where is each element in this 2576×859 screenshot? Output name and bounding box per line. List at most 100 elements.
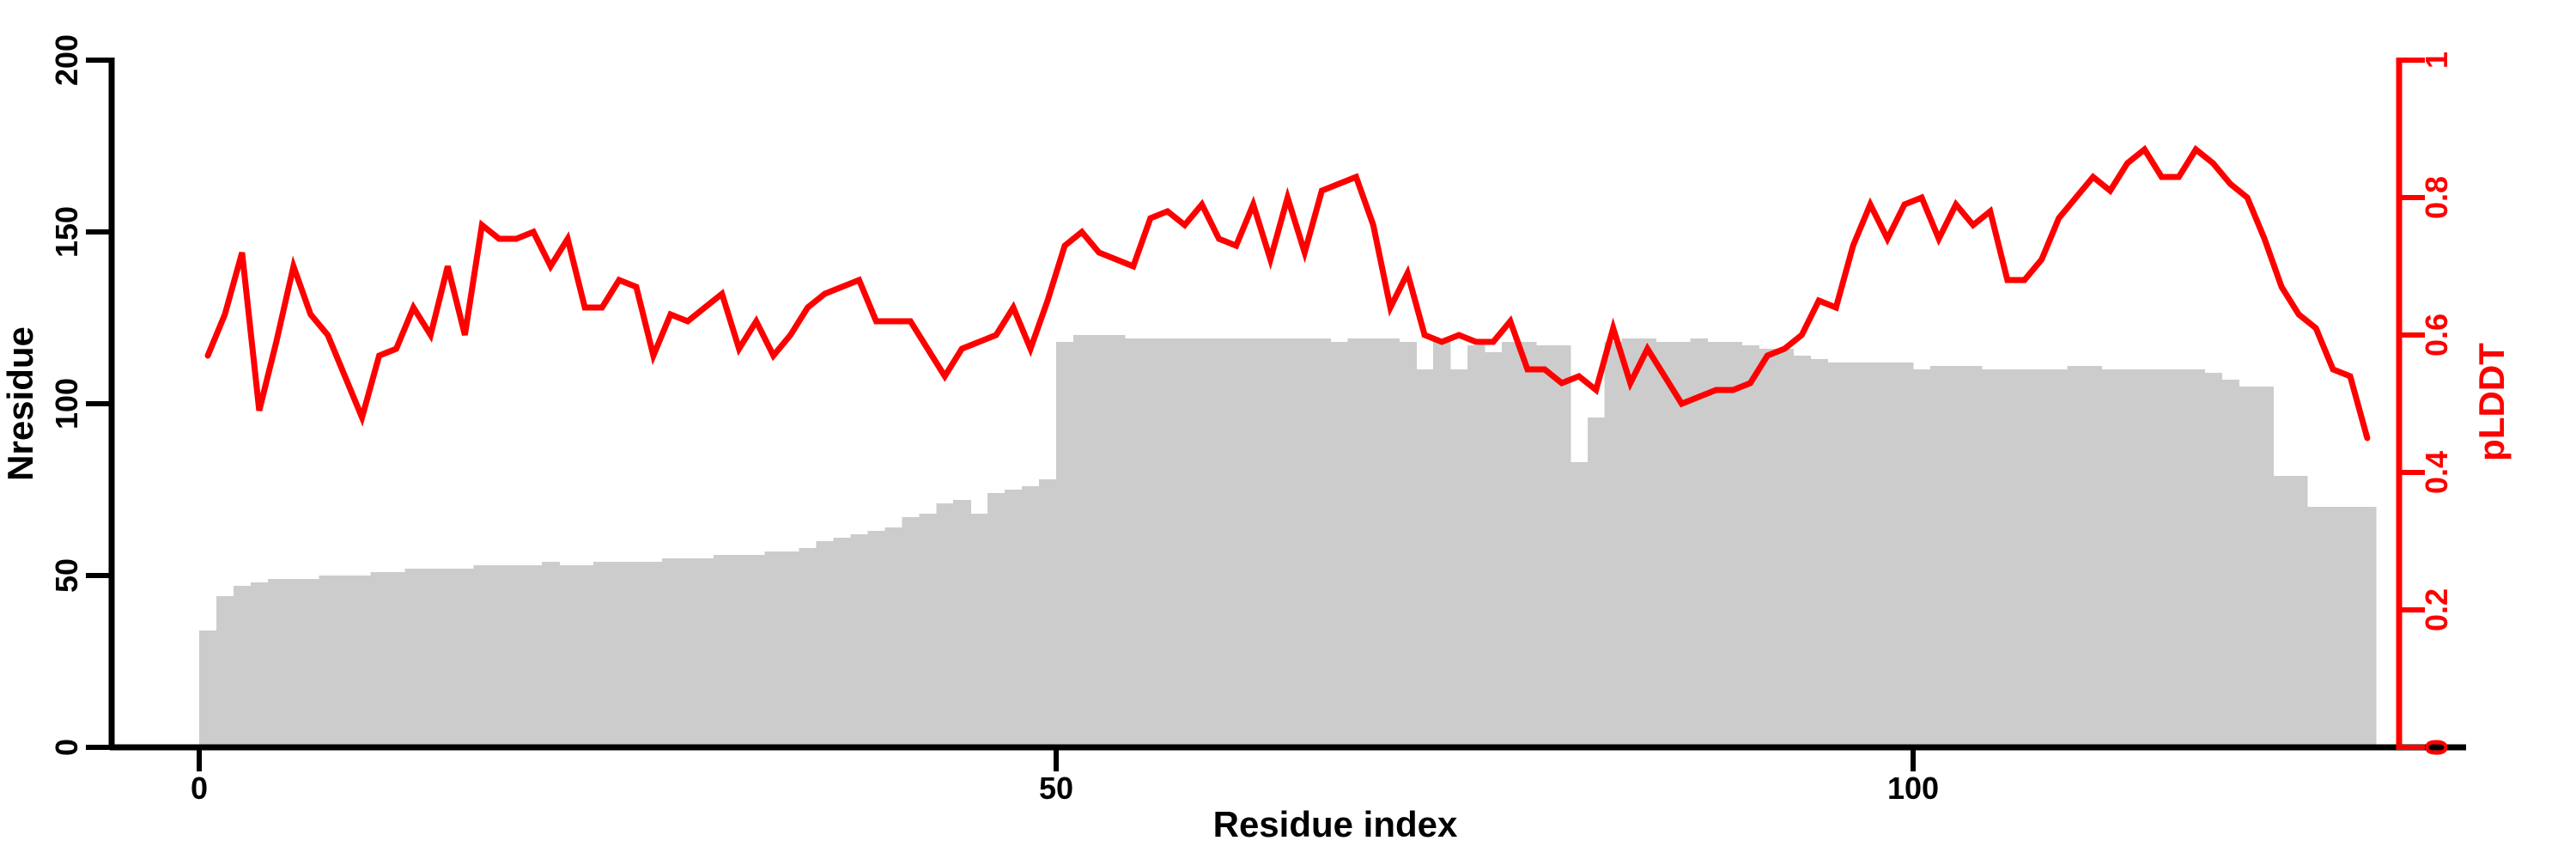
nresidue-bar bbox=[1467, 345, 1485, 747]
nresidue-bar bbox=[1485, 352, 1503, 747]
nresidue-bar bbox=[1244, 338, 1263, 747]
nresidue-bar bbox=[1330, 342, 1348, 747]
nresidue-bar bbox=[319, 576, 337, 747]
nresidue-bar bbox=[1913, 369, 1931, 747]
nresidue-bar bbox=[1638, 338, 1657, 747]
nresidue-bar bbox=[1947, 366, 1965, 747]
right-axis-tick-label: 0 bbox=[2419, 739, 2454, 756]
left-axis-tick-label: 200 bbox=[49, 34, 84, 86]
nresidue-bar bbox=[1210, 338, 1229, 747]
nresidue-bar bbox=[2239, 387, 2257, 747]
nresidue-bar bbox=[404, 569, 423, 747]
nresidue-bar bbox=[902, 517, 920, 747]
nresidue-bar bbox=[1929, 366, 1948, 747]
nresidue-bar bbox=[1056, 342, 1074, 747]
right-axis-tick-label: 0.6 bbox=[2419, 314, 2454, 356]
nresidue-bar bbox=[1313, 338, 1331, 747]
nresidue-bar bbox=[2136, 369, 2154, 747]
nresidue-bar bbox=[833, 538, 852, 747]
nresidue-bar bbox=[1981, 369, 2000, 747]
nresidue-bar bbox=[884, 527, 902, 747]
nresidue-bar bbox=[2032, 369, 2051, 747]
nresidue-bar bbox=[1279, 338, 1297, 747]
nresidue-bar bbox=[353, 576, 372, 747]
nresidue-bar bbox=[799, 548, 817, 747]
nresidue-bar bbox=[1552, 345, 1571, 747]
nresidue-bars-layer bbox=[199, 335, 2377, 747]
nresidue-bar bbox=[919, 514, 937, 747]
nresidue-bar bbox=[1998, 369, 2017, 747]
nresidue-bar bbox=[1776, 349, 1794, 747]
nresidue-bar bbox=[2101, 369, 2120, 747]
nresidue-bar bbox=[781, 551, 800, 747]
x-axis-tick-label: 100 bbox=[1887, 771, 1939, 806]
nresidue-bar bbox=[250, 582, 269, 747]
nresidue-bar bbox=[1090, 335, 1109, 747]
plddt-line bbox=[204, 144, 2371, 442]
nresidue-bar bbox=[336, 576, 355, 747]
nresidue-bar bbox=[199, 631, 217, 747]
nresidue-bar bbox=[1176, 338, 1194, 747]
nresidue-bar bbox=[1964, 366, 1983, 747]
nresidue-bar bbox=[696, 558, 714, 747]
nresidue-bar bbox=[1707, 342, 1726, 747]
nresidue-bar bbox=[1227, 338, 1246, 747]
nresidue-bar bbox=[1535, 345, 1554, 747]
nresidue-bar bbox=[1587, 417, 1606, 747]
left-axis: 0 50 100 150 200 bbox=[49, 34, 115, 756]
nresidue-bar bbox=[2342, 507, 2360, 747]
x-axis-tick-label: 50 bbox=[1039, 771, 1073, 806]
nresidue-bar bbox=[1896, 362, 1914, 747]
right-axis-title: pLDDT bbox=[2471, 343, 2512, 461]
nresidue-bar bbox=[611, 562, 629, 747]
nresidue-bar bbox=[1039, 479, 1057, 747]
nresidue-bar bbox=[2084, 366, 2103, 747]
nresidue-bar bbox=[2358, 507, 2377, 747]
nresidue-bar bbox=[764, 551, 783, 747]
nresidue-bar bbox=[1741, 345, 1759, 747]
nresidue-bar bbox=[628, 562, 646, 747]
nresidue-bar bbox=[2324, 507, 2342, 747]
nresidue-bar bbox=[2187, 369, 2205, 747]
nresidue-bar bbox=[2067, 366, 2086, 747]
nresidue-bar bbox=[1501, 342, 1520, 747]
right-axis-tick-label: 0.8 bbox=[2419, 176, 2454, 219]
x-axis-title: Residue index bbox=[1213, 804, 1458, 844]
nresidue-bar bbox=[267, 579, 286, 747]
nresidue-bar bbox=[2256, 387, 2274, 747]
nresidue-bar bbox=[456, 569, 474, 747]
nresidue-bar bbox=[439, 569, 457, 747]
x-axis-tick-label: 0 bbox=[191, 771, 208, 806]
nresidue-bar bbox=[1382, 338, 1400, 747]
x-axis: 0 50 100 bbox=[110, 744, 2466, 806]
nresidue-bar bbox=[387, 572, 406, 747]
nresidue-bar bbox=[2118, 369, 2137, 747]
nresidue-bar bbox=[2015, 369, 2034, 747]
nresidue-bar bbox=[1570, 462, 1589, 747]
nresidue-bar bbox=[1724, 342, 1742, 747]
nresidue-bar bbox=[1072, 335, 1091, 747]
nresidue-bar bbox=[1759, 349, 1777, 747]
nresidue-bar bbox=[867, 531, 885, 747]
nresidue-bar bbox=[1107, 335, 1126, 747]
right-axis-tick-label: 1 bbox=[2419, 52, 2454, 69]
nresidue-bar bbox=[1844, 362, 1862, 747]
nresidue-bar bbox=[850, 534, 869, 747]
nresidue-bar bbox=[678, 558, 697, 747]
nresidue-bar bbox=[1022, 486, 1040, 747]
nresidue-bar bbox=[422, 569, 440, 747]
nresidue-bar bbox=[644, 562, 663, 747]
nresidue-bar bbox=[1433, 342, 1451, 747]
nresidue-bar bbox=[216, 596, 234, 747]
nresidue-bar bbox=[1416, 369, 1434, 747]
nresidue-bar bbox=[953, 500, 971, 747]
nresidue-bar bbox=[1193, 338, 1212, 747]
nresidue-bar bbox=[1604, 342, 1623, 747]
nresidue-bar bbox=[2050, 369, 2069, 747]
nresidue-bar bbox=[1296, 338, 1314, 747]
nresidue-bar bbox=[730, 555, 749, 747]
left-axis-tick-label: 100 bbox=[49, 378, 84, 430]
nresidue-bar bbox=[301, 579, 320, 747]
